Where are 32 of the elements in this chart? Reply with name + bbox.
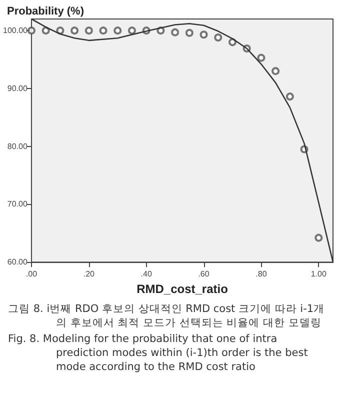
y-tick-label: 100.00 (3, 26, 28, 36)
point (286, 92, 294, 101)
point (56, 26, 64, 35)
point (128, 26, 136, 35)
y-tick-label: 90.00 (7, 84, 28, 93)
point (114, 26, 122, 35)
caption: Fig. 8. Modeling for the probability that one of intra prediction modes within (i-1)th order is the best mode according to the RMD cost ratio (8, 332, 309, 374)
point (185, 28, 194, 37)
point (228, 38, 236, 46)
point (257, 54, 266, 62)
point (272, 67, 280, 76)
y-axis-title: Probability (%) (7, 6, 84, 18)
point (171, 28, 180, 36)
x-tick-label: .80 (256, 270, 268, 279)
x-tick-label: .00 (26, 270, 38, 279)
x-tick-label: 1.00 (310, 270, 327, 279)
x-tick-label: .20 (83, 270, 96, 279)
point (214, 34, 222, 42)
x-tick-label: .60 (198, 270, 210, 279)
caption: 그림 8. i번째 RDO 후보의 상대적인 RMD cost 크기에 따라 i-1개의 후보에서 최적 모드가 선택되는 비율에 대한 모델링 (8, 302, 326, 330)
point (314, 234, 323, 242)
point (99, 26, 108, 35)
y-tick-label: 70.00 (7, 200, 28, 209)
y-tick-label: 60.00 (7, 258, 28, 267)
point (200, 30, 208, 39)
point (42, 26, 50, 35)
point (84, 26, 93, 35)
y-tick-label: 80.00 (7, 142, 28, 151)
x-tick-label: .40 (140, 270, 152, 279)
x-axis-title: RMD_cost_ratio (136, 282, 228, 296)
point (70, 26, 79, 35)
point (27, 26, 36, 35)
